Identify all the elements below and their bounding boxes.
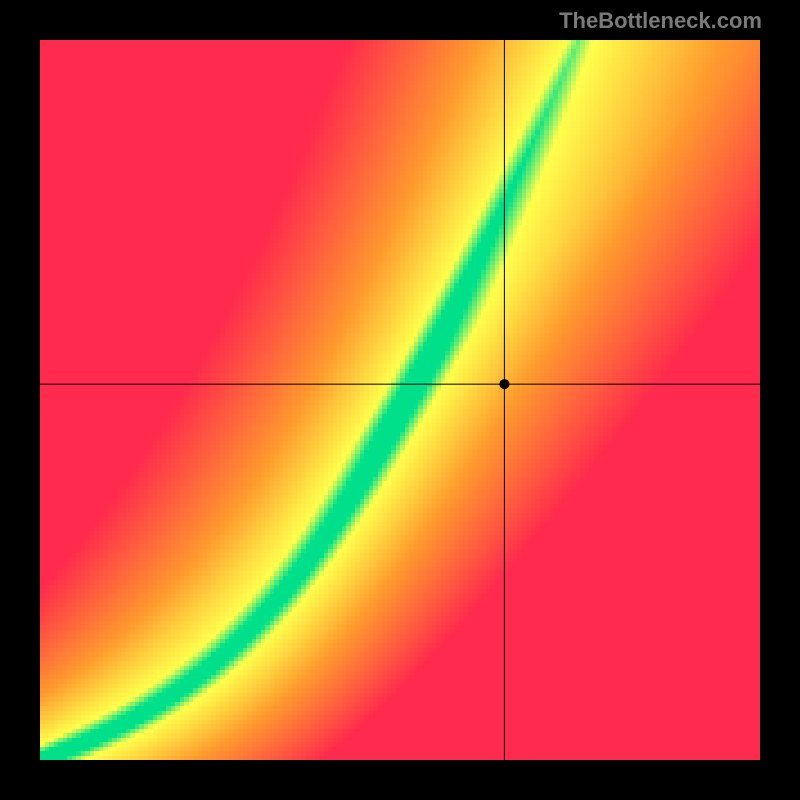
watermark-text: TheBottleneck.com [559,8,762,34]
bottleneck-heatmap [0,0,800,800]
